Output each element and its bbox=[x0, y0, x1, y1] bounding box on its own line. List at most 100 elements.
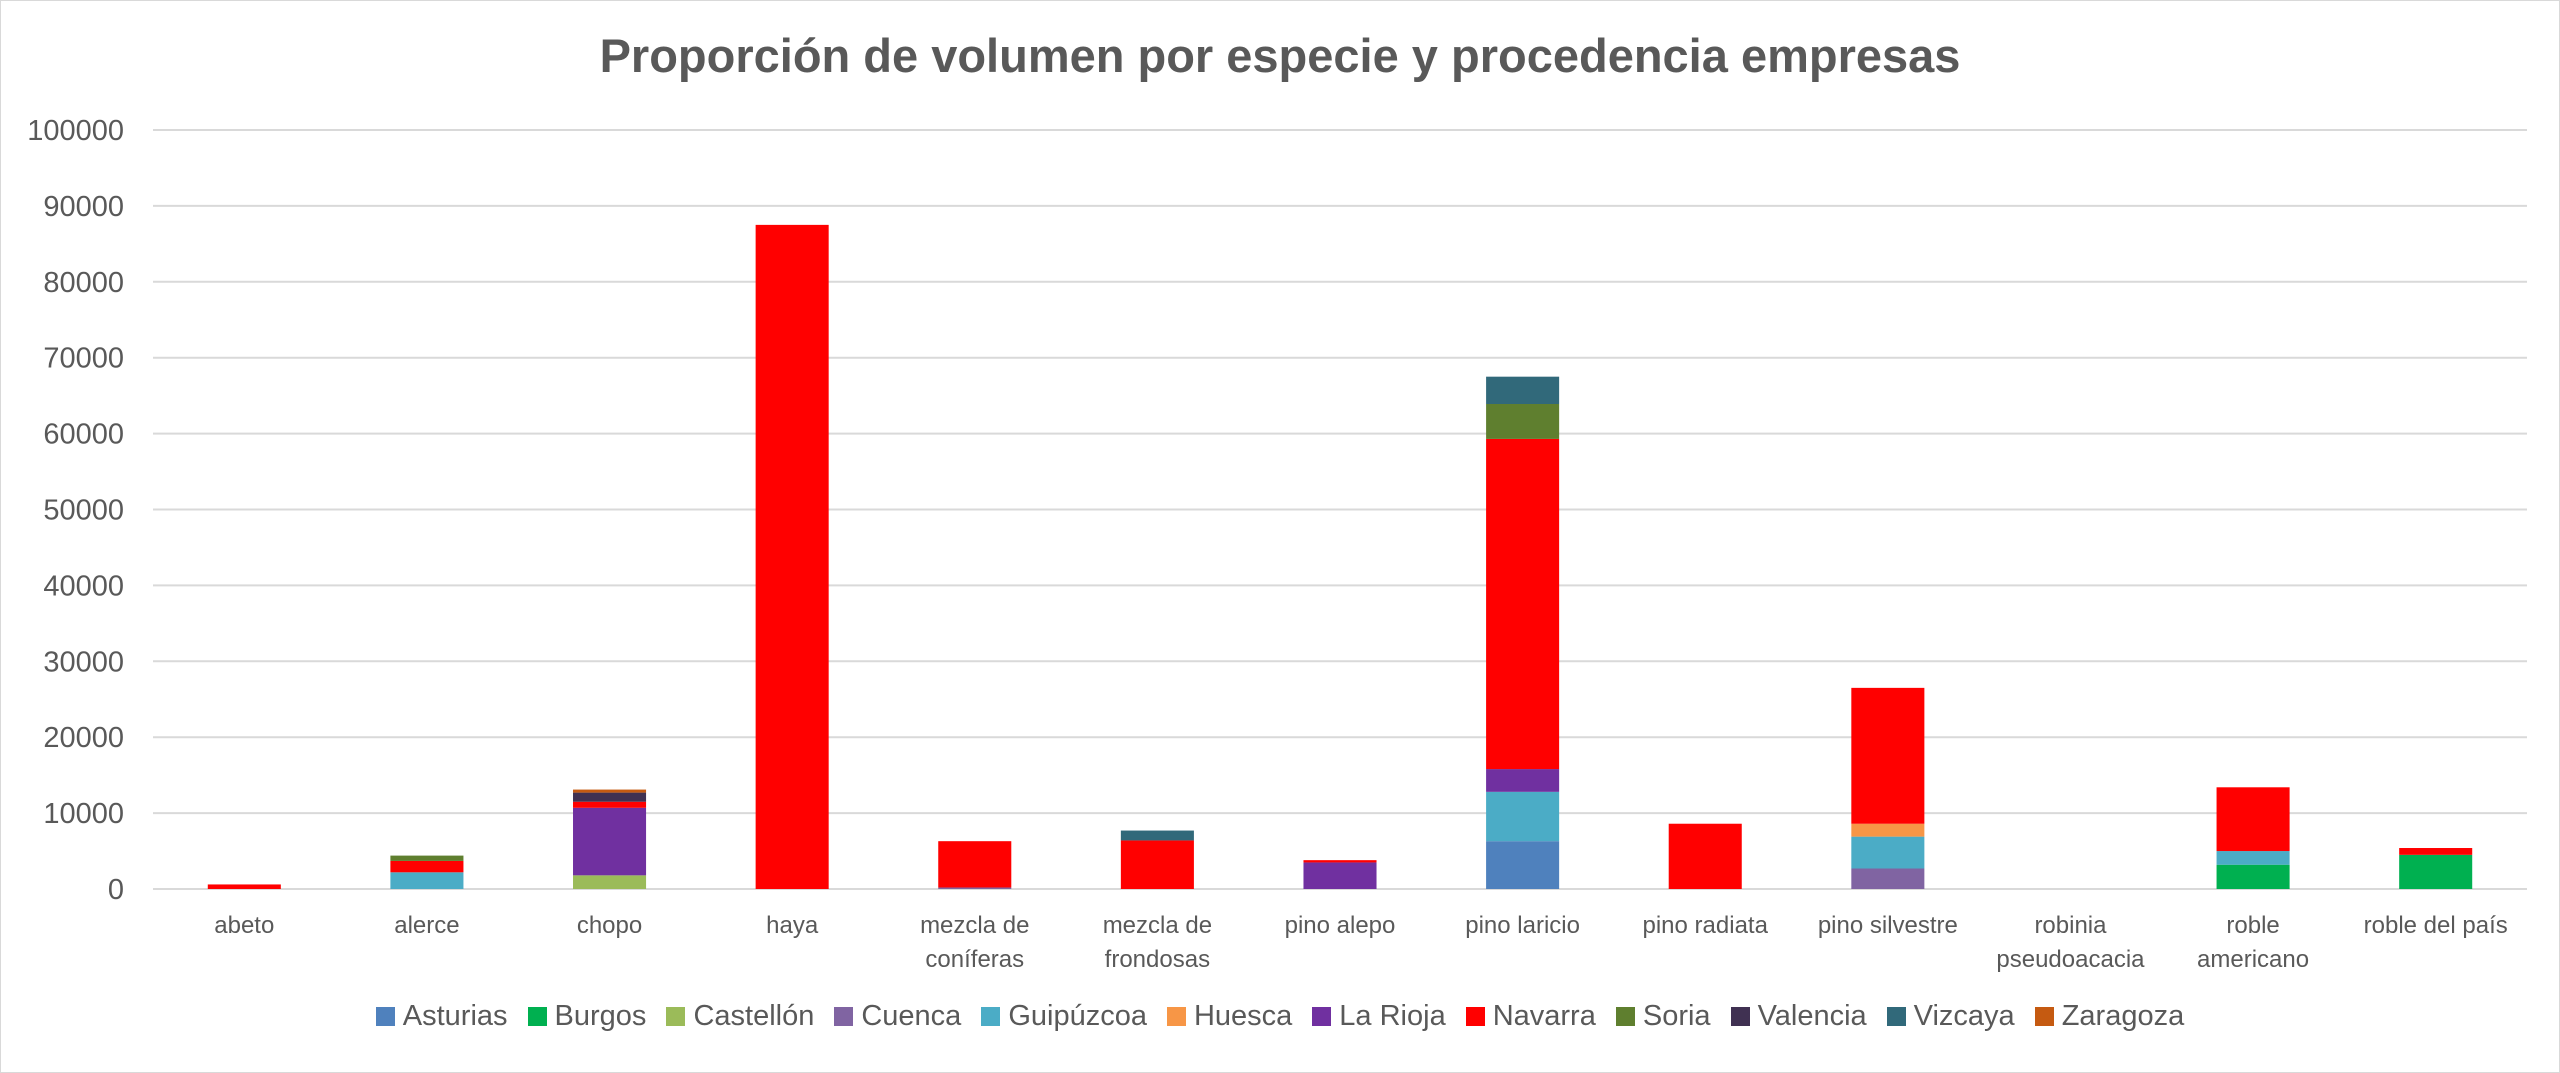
y-tick-label: 50000 bbox=[43, 495, 124, 527]
legend-item: Valencia bbox=[1730, 1000, 1867, 1033]
legend-swatch bbox=[1886, 1007, 1906, 1026]
legend-item: Guipúzcoa bbox=[981, 1000, 1147, 1033]
x-tick-label: pseudoacacia bbox=[1996, 946, 2145, 973]
y-tick-label: 80000 bbox=[43, 267, 124, 299]
legend-swatch bbox=[1730, 1007, 1750, 1026]
y-tick-label: 90000 bbox=[43, 191, 124, 223]
y-tick-label: 40000 bbox=[43, 570, 124, 602]
bar-segment bbox=[1486, 769, 1560, 792]
bar-segment bbox=[938, 841, 1012, 888]
x-tick-label: robinia bbox=[2034, 912, 2107, 939]
legend-swatch bbox=[1312, 1007, 1332, 1026]
y-tick-label: 100000 bbox=[27, 115, 124, 147]
plot-area: 0 10000 20000 30000 40000 50000 60000 70000 8000… bbox=[27, 115, 2527, 973]
bar-segment bbox=[1851, 836, 1925, 869]
legend-item: Cuenca bbox=[834, 1000, 961, 1033]
bar-segment bbox=[390, 855, 464, 861]
legend-item: Huesca bbox=[1166, 1000, 1293, 1033]
x-tick-label: abeto bbox=[214, 912, 274, 939]
bar-segment bbox=[1120, 840, 1194, 889]
x-tick-label: alerce bbox=[394, 912, 459, 939]
x-tick-label: mezcla de bbox=[920, 912, 1029, 939]
legend-swatch bbox=[1166, 1007, 1186, 1026]
y-tick-label: 10000 bbox=[43, 798, 124, 830]
x-tick-label: chopo bbox=[577, 912, 642, 939]
legend-label: Guipúzcoa bbox=[1008, 1000, 1147, 1032]
bar-segment bbox=[1851, 687, 1925, 824]
bar-segment bbox=[1486, 438, 1560, 770]
legend-item: Burgos bbox=[527, 1000, 647, 1033]
bar-segment bbox=[755, 224, 829, 889]
legend-item: Castellón bbox=[666, 1000, 814, 1033]
bar-segment bbox=[1851, 868, 1925, 889]
legend-label: Navarra bbox=[1492, 1000, 1596, 1032]
bar-stacks bbox=[207, 224, 2473, 889]
bar-segment bbox=[938, 887, 1012, 889]
legend-item: Vizcaya bbox=[1886, 1000, 2015, 1033]
bar-segment bbox=[1851, 823, 1925, 837]
legend-swatch bbox=[375, 1007, 395, 1026]
legend-label: Vizcaya bbox=[1913, 1000, 2015, 1032]
legend-swatch bbox=[834, 1007, 854, 1026]
bar-segment bbox=[1120, 830, 1194, 841]
bar-segment bbox=[1486, 403, 1560, 439]
legend-label: Cuenca bbox=[861, 1000, 962, 1032]
legend-label: La Rioja bbox=[1339, 1000, 1446, 1032]
x-tick-label: americano bbox=[2197, 946, 2309, 973]
legend-swatch bbox=[527, 1007, 547, 1026]
y-tick-label: 30000 bbox=[43, 646, 124, 678]
bar-segment bbox=[1303, 860, 1377, 863]
y-tick-label: 70000 bbox=[43, 343, 124, 375]
bar-segment bbox=[2216, 864, 2290, 889]
legend-swatch bbox=[2034, 1007, 2054, 1026]
legend-item: La Rioja bbox=[1312, 1000, 1446, 1033]
x-tick-label: roble bbox=[2226, 912, 2279, 939]
bar-segment bbox=[573, 875, 647, 889]
bar-segment bbox=[573, 807, 647, 876]
legend-label: Zaragoza bbox=[2061, 1000, 2185, 1032]
bar-segment bbox=[1668, 823, 1742, 889]
bar-segment bbox=[1486, 791, 1560, 842]
legend-swatch bbox=[1615, 1007, 1635, 1026]
chart-title: Proporción de volumen por especie y proc… bbox=[599, 29, 1961, 82]
legend-label: Valencia bbox=[1757, 1000, 1867, 1032]
bar-segment bbox=[390, 872, 464, 889]
legend-label: Soria bbox=[1642, 1000, 1711, 1032]
bar-segment bbox=[1303, 862, 1377, 889]
legend-label: Burgos bbox=[554, 1000, 647, 1032]
legend-label: Castellón bbox=[693, 1000, 815, 1032]
legend-swatch bbox=[981, 1007, 1001, 1026]
legend-swatch bbox=[666, 1007, 686, 1026]
legend-item: Navarra bbox=[1465, 1000, 1596, 1033]
bar-segment bbox=[1486, 841, 1560, 889]
x-tick-label: mezcla de bbox=[1103, 912, 1212, 939]
bar-segment bbox=[2216, 787, 2290, 852]
legend-label: Huesca bbox=[1193, 1000, 1293, 1032]
bar-segment bbox=[390, 860, 464, 873]
legend-item: Zaragoza bbox=[2034, 1000, 2185, 1033]
legend-item: Asturias bbox=[375, 1000, 508, 1033]
legend-swatch bbox=[1465, 1007, 1485, 1026]
bar-segment bbox=[2216, 851, 2290, 865]
bar-segment bbox=[1486, 376, 1560, 404]
x-tick-label: frondosas bbox=[1105, 946, 1210, 973]
bar-segment bbox=[573, 789, 647, 793]
bar-segment bbox=[2399, 854, 2473, 889]
legend-label: Asturias bbox=[402, 1000, 508, 1032]
x-tick-label: pino silvestre bbox=[1818, 912, 1958, 939]
y-tick-label: 60000 bbox=[43, 419, 124, 451]
x-tick-label: pino alepo bbox=[1285, 912, 1396, 939]
x-tick-label: roble del país bbox=[2364, 912, 2508, 939]
legend-item: Soria bbox=[1615, 1000, 1711, 1033]
x-tick-label: haya bbox=[766, 912, 819, 939]
bar-segment bbox=[207, 884, 281, 889]
legend: Asturias Burgos Castellón Cuenca Guipúzcoa Hu… bbox=[0, 1000, 2560, 1033]
bar-segment bbox=[573, 792, 647, 802]
x-tick-label: pino laricio bbox=[1465, 912, 1580, 939]
x-axis-tick-labels: abeto alerce chopo haya mezcla de coníferas me… bbox=[214, 912, 2507, 973]
bar-segment bbox=[573, 801, 647, 808]
x-tick-label: pino radiata bbox=[1643, 912, 1769, 939]
x-tick-label: coníferas bbox=[925, 946, 1024, 973]
y-tick-label: 0 bbox=[108, 874, 124, 906]
